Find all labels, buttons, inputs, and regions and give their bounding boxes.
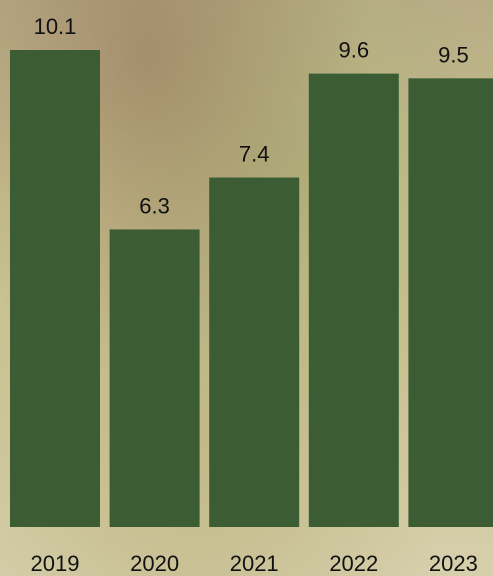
bar: [209, 177, 300, 528]
x-tick-label: 2021: [230, 551, 279, 576]
value-label: 7.4: [239, 142, 270, 167]
value-label: 6.3: [139, 193, 170, 218]
value-label: 10.1: [34, 14, 77, 39]
bar: [408, 78, 493, 527]
x-tick-label: 2020: [130, 551, 179, 576]
value-label: 9.6: [339, 38, 370, 63]
value-label: 9.5: [438, 42, 469, 67]
x-tick-label: 2022: [329, 551, 378, 576]
bar: [10, 50, 100, 527]
x-tick-label: 2023: [429, 551, 478, 576]
bar: [109, 229, 200, 528]
x-tick-label: 2019: [31, 551, 80, 576]
bar: [308, 73, 399, 527]
